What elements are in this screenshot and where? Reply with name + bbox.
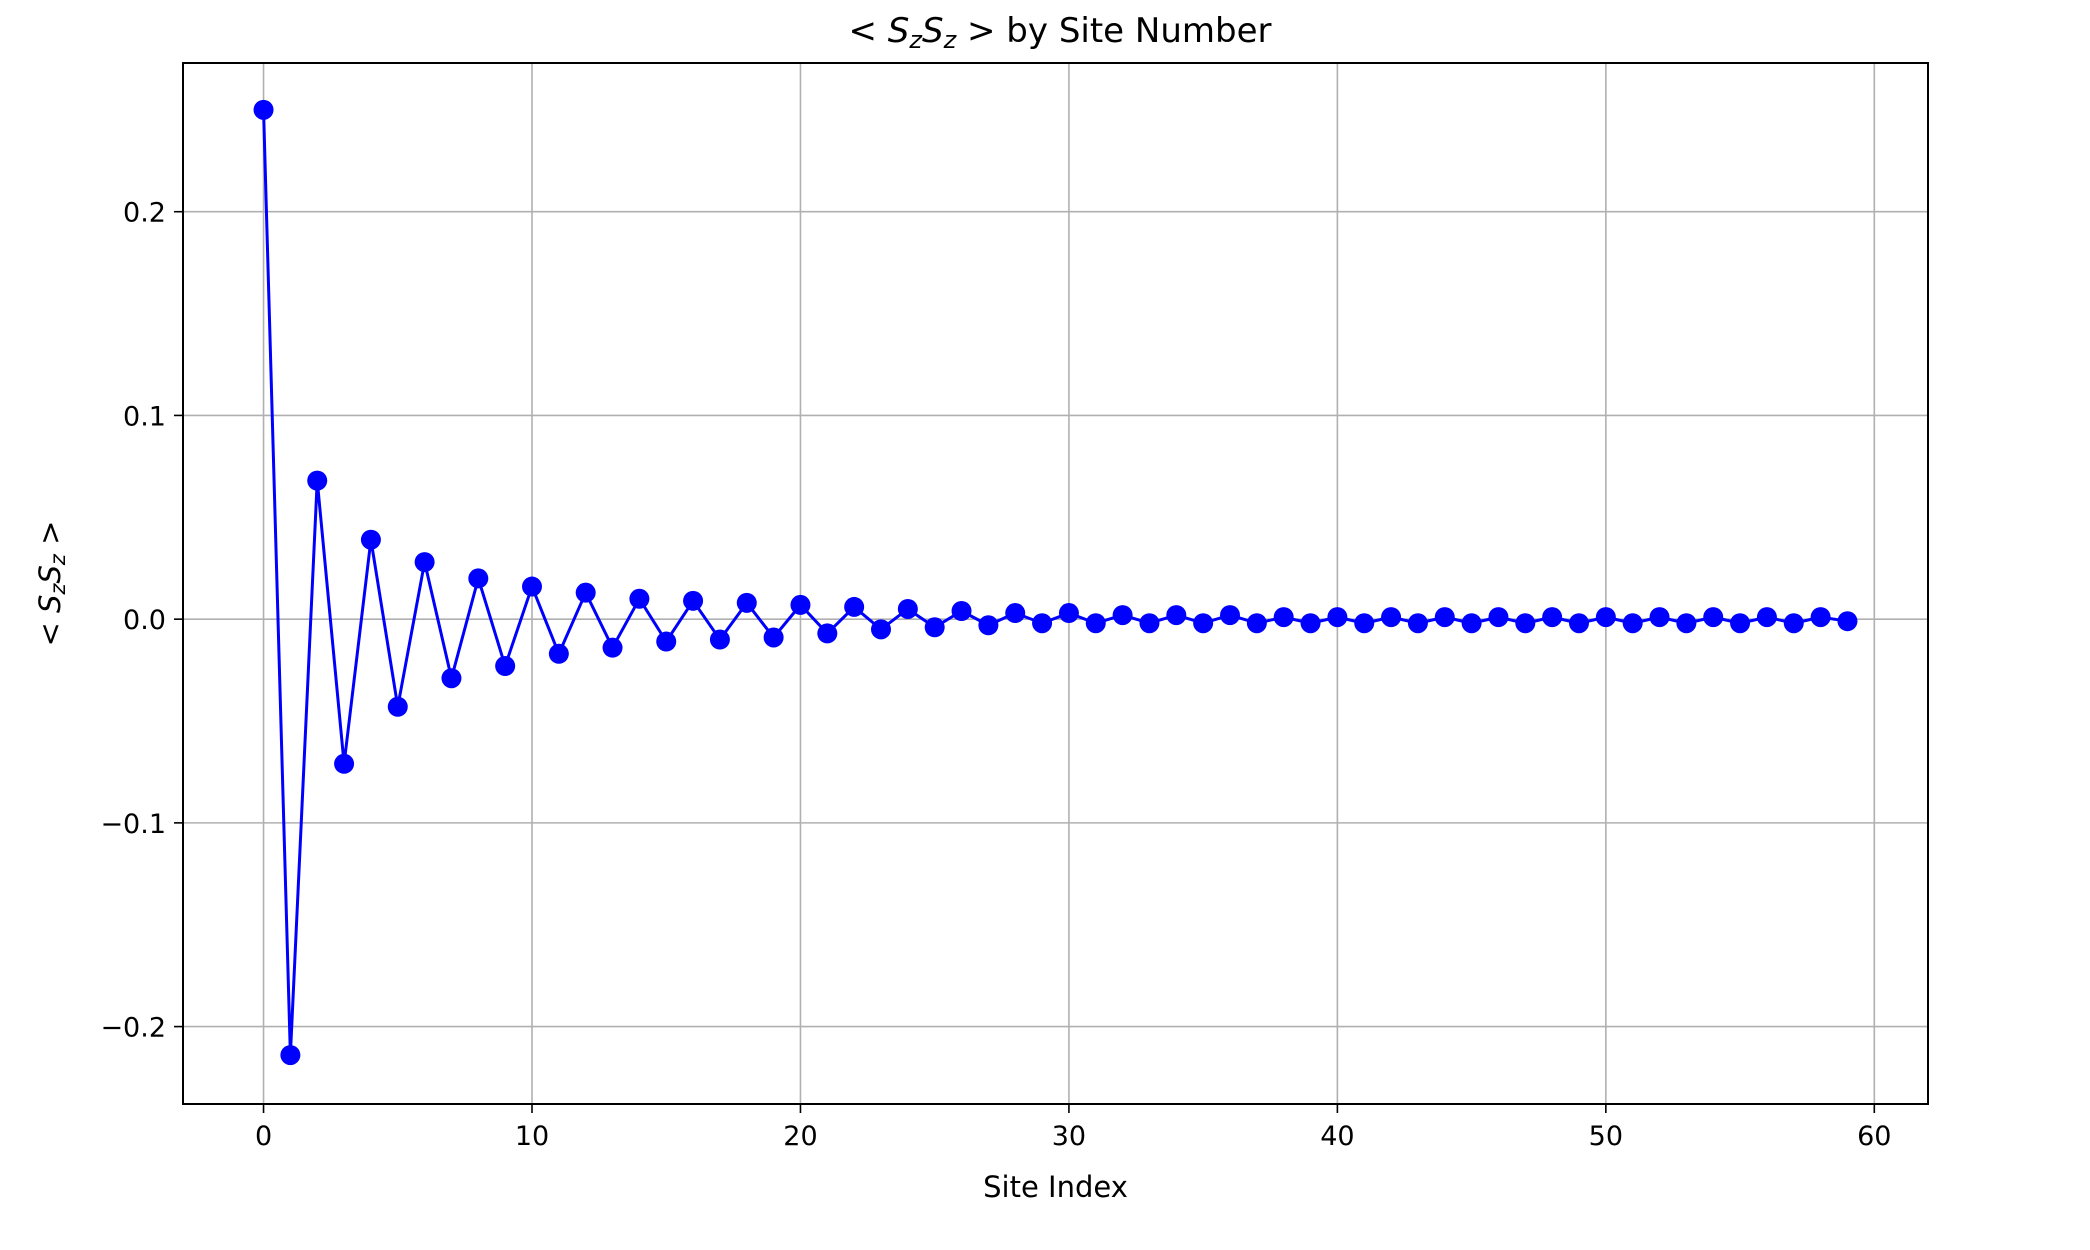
y-axis-label: < SzSz > <box>33 521 70 647</box>
data-point <box>683 590 704 611</box>
data-point <box>1515 613 1536 634</box>
data-point <box>1005 603 1026 624</box>
data-point <box>575 582 596 603</box>
chart-title: < SzSz > by Site Number <box>849 11 1272 54</box>
data-point <box>1139 613 1160 634</box>
data-point <box>1810 607 1831 628</box>
data-point <box>334 753 355 774</box>
data-point <box>387 696 408 717</box>
axis-ticks: 0 10 20 30 40 50 60 −0.2 −0.1 0.0 0.1 0.2 <box>100 198 1891 1152</box>
data-point <box>1032 613 1053 634</box>
x-tick-label: 0 <box>255 1121 272 1152</box>
data-point <box>817 623 838 644</box>
data-point <box>871 619 891 640</box>
data-point <box>360 529 381 550</box>
data-point <box>1756 607 1777 628</box>
data-point <box>1354 613 1375 634</box>
y-tick-label: 0.0 <box>123 605 166 636</box>
data-point <box>1300 613 1321 634</box>
data-point <box>441 668 462 689</box>
data-point <box>280 1045 301 1066</box>
y-tick-label: −0.2 <box>100 1013 166 1044</box>
data-point <box>495 656 516 677</box>
data-point <box>1273 607 1294 628</box>
data-point <box>602 637 623 658</box>
data-point <box>951 601 972 622</box>
y-tick-label: 0.2 <box>123 198 166 229</box>
plot-area-frame <box>182 62 1929 1105</box>
data-point <box>1058 603 1079 624</box>
x-tick-label: 30 <box>1052 1121 1086 1152</box>
data-point <box>1407 613 1428 634</box>
y-tick-label: 0.1 <box>123 401 166 432</box>
data-point <box>924 617 945 638</box>
data-point <box>1703 607 1724 628</box>
data-point <box>1085 613 1106 634</box>
data-point <box>1783 613 1804 634</box>
data-point <box>548 643 569 664</box>
data-point <box>790 594 811 615</box>
data-point <box>1595 607 1616 628</box>
data-point <box>1327 607 1348 628</box>
data-point <box>709 629 730 650</box>
data-point <box>414 552 435 573</box>
data-point <box>1166 605 1187 626</box>
y-tick-label: −0.1 <box>100 809 166 840</box>
data-point <box>1837 611 1858 632</box>
data-point <box>307 470 328 491</box>
data-point <box>897 598 918 619</box>
x-tick-label: 20 <box>783 1121 817 1152</box>
x-tick-label: 40 <box>1320 1121 1354 1152</box>
data-point <box>978 615 999 636</box>
data-point <box>1434 607 1455 628</box>
data-point <box>629 588 650 609</box>
x-axis-label: Site Index <box>983 1170 1128 1204</box>
data-point <box>1220 605 1240 626</box>
data-point <box>844 596 865 617</box>
data-point <box>1112 605 1133 626</box>
series-layer <box>253 99 1858 1066</box>
data-point <box>1542 607 1563 628</box>
data-point <box>253 99 274 120</box>
data-point <box>1569 613 1589 634</box>
data-point <box>1649 607 1670 628</box>
x-tick-label: 60 <box>1857 1121 1891 1152</box>
data-point <box>1730 613 1751 634</box>
x-tick-label: 50 <box>1589 1121 1623 1152</box>
data-point <box>656 631 677 652</box>
data-point <box>522 576 542 597</box>
data-point <box>1488 607 1509 628</box>
data-point <box>1622 613 1643 634</box>
data-point <box>1381 607 1402 628</box>
x-tick-label: 10 <box>515 1121 549 1152</box>
data-point <box>1461 613 1482 634</box>
data-point <box>763 627 784 648</box>
data-point <box>1193 613 1214 634</box>
data-point <box>1676 613 1697 634</box>
data-point <box>736 592 757 613</box>
data-point <box>468 568 489 589</box>
data-point <box>1246 613 1267 634</box>
